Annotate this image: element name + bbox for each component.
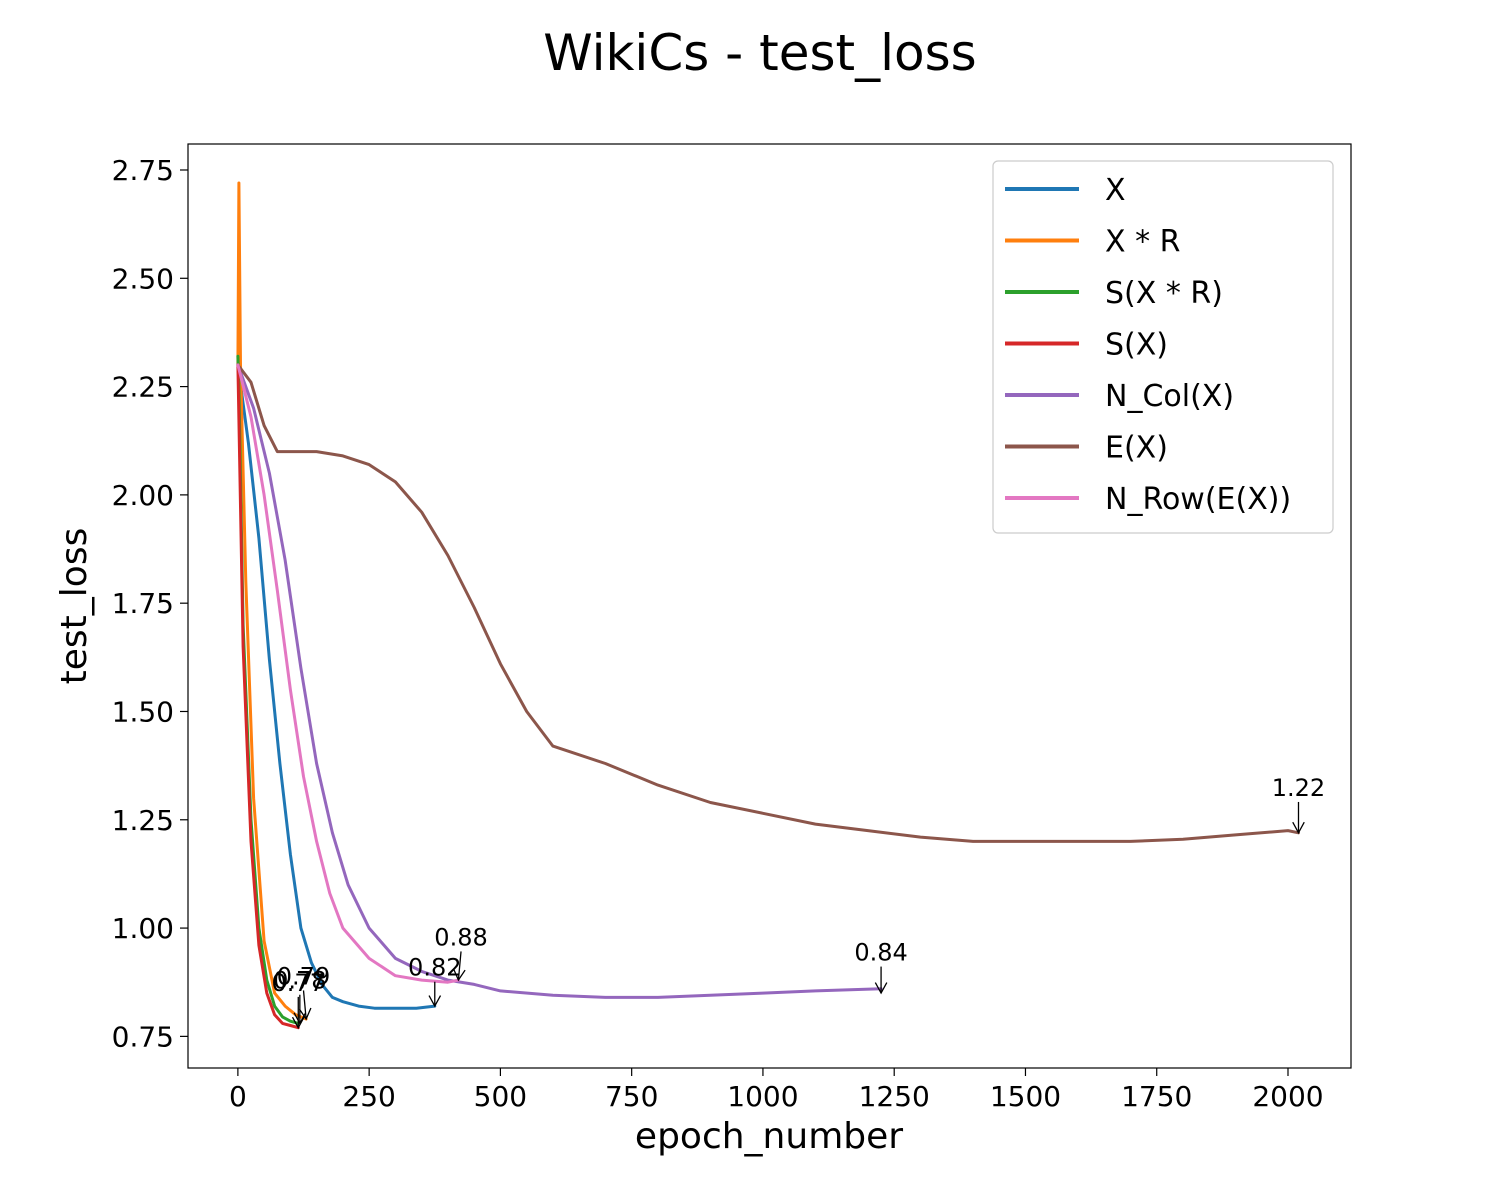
y-tick-label: 1.00: [112, 912, 174, 945]
x-axis: 0 250 500 750 1000 1250 1500 1750 2000: [229, 1068, 1324, 1113]
annotation-arrowhead: [291, 1016, 305, 1030]
x-tick-label: 1500: [990, 1080, 1061, 1113]
annotation-arrowhead: [298, 1007, 312, 1021]
annotation-arrowhead: [874, 982, 888, 995]
annotation-label: 0.79: [277, 962, 330, 990]
series-line-x-r: [236, 181, 308, 1021]
series-line-n-col-x: [236, 363, 883, 999]
annotation-label: 1.22: [1272, 774, 1325, 802]
x-tick-label: 250: [342, 1080, 395, 1113]
legend-entry: N_Row(E(X)): [1105, 482, 1291, 517]
series-line-e-x: [236, 363, 1300, 843]
y-tick-label: 1.50: [112, 695, 174, 728]
plot-frame: [187, 143, 1352, 1069]
plot-area: [236, 181, 1300, 1030]
y-tick-label: 2.25: [112, 371, 174, 404]
x-tick-label: 1750: [1121, 1080, 1192, 1113]
x-tick-label: 1250: [859, 1080, 930, 1113]
y-tick-label: 1.75: [112, 587, 174, 620]
x-tick-label: 2000: [1252, 1080, 1323, 1113]
x-axis-label: epoch_number: [635, 1116, 903, 1157]
y-tick-label: 0.75: [112, 1020, 174, 1053]
annotation-arrowhead: [428, 995, 442, 1008]
legend-box: [992, 160, 1334, 534]
series-line-s-x: [236, 363, 300, 1030]
x-tick-label: 0: [229, 1080, 247, 1113]
annotation-label: 0.88: [434, 923, 487, 951]
x-tick-label: 500: [474, 1080, 527, 1113]
chart-title: WikiCs - test_loss: [543, 24, 976, 82]
y-tick-label: 1.25: [112, 804, 174, 837]
series-line-n-row-e-x: [236, 363, 460, 984]
annotations: 0.790.780.77 0.82 0.88 0.84 1.22: [272, 774, 1325, 1030]
y-axis: 0.75 1.00 1.25 1.50 1.75 2.00 2.25 2.50 2.75: [112, 154, 188, 1053]
x-tick-label: 1000: [727, 1080, 798, 1113]
legend-entry: S(X * R): [1105, 276, 1223, 311]
annotation-label: 0.77: [272, 969, 325, 997]
annotation-arrowhead: [453, 968, 466, 982]
x-tick-label: 750: [605, 1080, 658, 1113]
annotation-label: 0.84: [854, 939, 907, 967]
y-tick-label: 2.75: [112, 154, 174, 187]
legend-entry: E(X): [1105, 431, 1168, 466]
annotation-arrowhead: [1292, 821, 1305, 835]
legend: X X * R S(X * R) S(X) N_Col(X) E(X) N_Row(E(X)…: [992, 160, 1334, 534]
y-axis-label: test_loss: [54, 528, 95, 685]
y-tick-label: 2.00: [112, 479, 174, 512]
annotation-arrow: [457, 951, 462, 981]
legend-entry: N_Col(X): [1105, 379, 1234, 414]
series-line-x: [236, 363, 437, 1010]
legend-entry: X * R: [1105, 225, 1180, 260]
annotation-arrow: [302, 990, 307, 1020]
y-tick-label: 2.50: [112, 262, 174, 295]
annotation-arrowhead: [293, 1012, 307, 1025]
annotation-label: 0.78: [273, 967, 326, 995]
legend-entry: S(X): [1105, 328, 1168, 363]
annotation-label: 0.82: [408, 954, 461, 982]
legend-entry: X: [1105, 173, 1126, 208]
